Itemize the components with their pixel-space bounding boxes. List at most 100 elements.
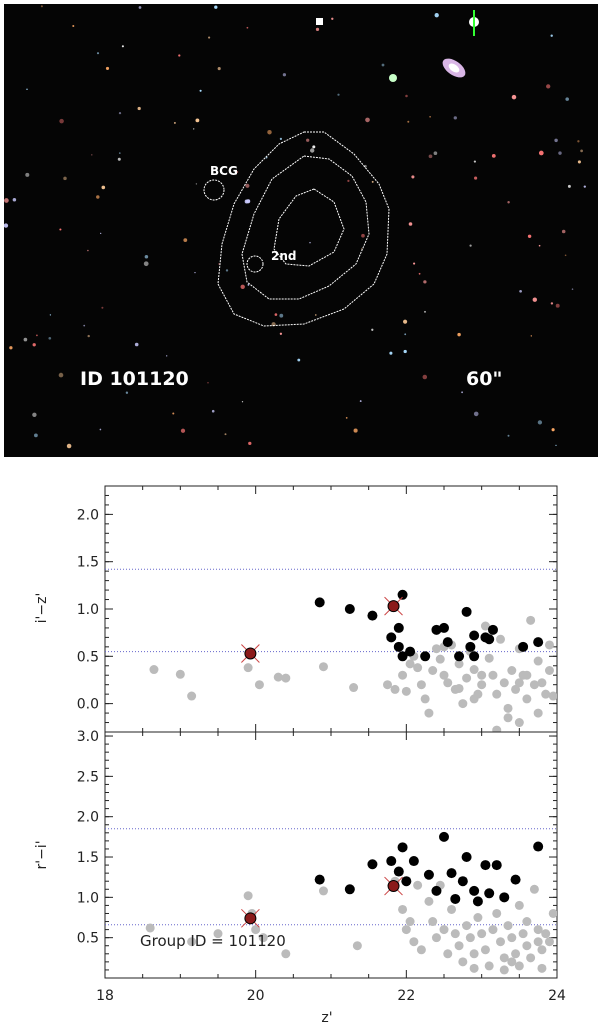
star — [558, 151, 562, 155]
galaxy-point — [465, 933, 475, 943]
star — [434, 13, 439, 18]
y-tick-label: 2.0 — [77, 810, 99, 826]
star — [166, 355, 168, 357]
star — [87, 249, 89, 252]
galaxy-point — [499, 965, 509, 975]
star — [134, 342, 139, 347]
galaxy-point — [454, 659, 464, 669]
data-points — [149, 589, 557, 732]
star — [279, 137, 283, 141]
galaxy-point — [443, 678, 453, 688]
y-tick-label: 1.5 — [77, 850, 99, 866]
star — [457, 332, 461, 337]
member-point — [469, 885, 480, 896]
member-point — [431, 885, 442, 896]
star — [105, 66, 110, 70]
member-point — [518, 641, 529, 652]
member-point — [393, 641, 404, 652]
star — [183, 238, 188, 242]
galaxy-point — [462, 921, 472, 931]
star — [565, 97, 569, 101]
x-tick-label: 20 — [247, 988, 265, 1004]
member-point — [499, 892, 510, 903]
member-point — [420, 651, 431, 662]
member-point — [461, 852, 472, 863]
member-point — [533, 637, 544, 648]
star — [4, 198, 9, 203]
star — [225, 269, 229, 272]
star — [214, 5, 218, 9]
member-point — [461, 606, 472, 617]
member-point — [439, 622, 449, 633]
star — [422, 374, 428, 380]
galaxy-point — [499, 678, 509, 688]
galaxy-point — [469, 963, 479, 973]
galaxy-point — [477, 929, 487, 939]
sky-image: BCG 2nd ID 101120 60" — [4, 4, 598, 457]
galaxy-point — [258, 933, 268, 943]
galaxy-point — [458, 957, 468, 967]
star — [519, 289, 522, 293]
galaxy-point — [454, 941, 464, 951]
star — [247, 284, 250, 286]
star — [561, 229, 566, 234]
galaxy-point — [450, 929, 460, 939]
galaxy-point — [526, 953, 536, 963]
star — [453, 116, 457, 120]
star — [418, 272, 421, 275]
color-magnitude-plots: 0.0 0.5 1.0 1.5 2.0 i'−z' 0.5 1.0 1.5 2.0 2.5 3.0 1… — [34, 485, 566, 1026]
star — [577, 160, 581, 164]
star — [337, 93, 340, 96]
member-point — [469, 630, 480, 641]
member-point — [386, 632, 397, 643]
galaxy-point — [401, 925, 411, 935]
star — [353, 428, 358, 433]
member-point — [405, 646, 416, 657]
galaxy-point — [416, 680, 426, 690]
star — [331, 17, 334, 20]
galaxy-point — [398, 670, 408, 680]
galaxy-point — [511, 684, 521, 694]
galaxy-point — [469, 949, 479, 959]
star — [359, 400, 362, 403]
galaxy-point — [544, 666, 554, 675]
galaxy-point — [511, 949, 521, 959]
galaxy-point — [537, 963, 547, 973]
member-point — [465, 641, 476, 652]
galaxy-point — [522, 917, 532, 927]
galaxy-point — [533, 925, 543, 935]
galaxy-point — [349, 683, 359, 693]
galaxy-point — [492, 689, 502, 699]
star — [507, 434, 510, 437]
member-point — [397, 842, 408, 853]
star — [537, 420, 543, 425]
star — [100, 232, 102, 235]
y-tick-label: 1.0 — [77, 890, 99, 906]
star — [551, 428, 555, 432]
star — [121, 45, 124, 48]
galaxy-point — [428, 666, 438, 675]
galaxy-point — [454, 683, 464, 693]
group-id-annotation: Group ID = 101120 — [140, 932, 286, 950]
member-point — [484, 888, 495, 899]
galaxy-point — [145, 923, 155, 933]
galaxy-point — [439, 670, 449, 680]
star — [246, 199, 251, 204]
galaxy-point — [507, 666, 517, 675]
galaxy-point — [477, 670, 487, 680]
star — [224, 433, 227, 436]
galaxy-point — [522, 941, 532, 951]
star — [312, 145, 316, 149]
star — [240, 284, 245, 289]
member-point — [469, 651, 480, 662]
member-point — [423, 869, 434, 880]
galaxy-point — [251, 925, 261, 935]
galaxy-point — [507, 933, 517, 943]
star — [507, 200, 510, 204]
galaxy-point — [254, 680, 264, 690]
sky-field — [4, 5, 586, 449]
galaxy-point — [541, 929, 551, 939]
star — [413, 262, 416, 265]
member-point — [367, 610, 378, 621]
star — [91, 154, 93, 156]
